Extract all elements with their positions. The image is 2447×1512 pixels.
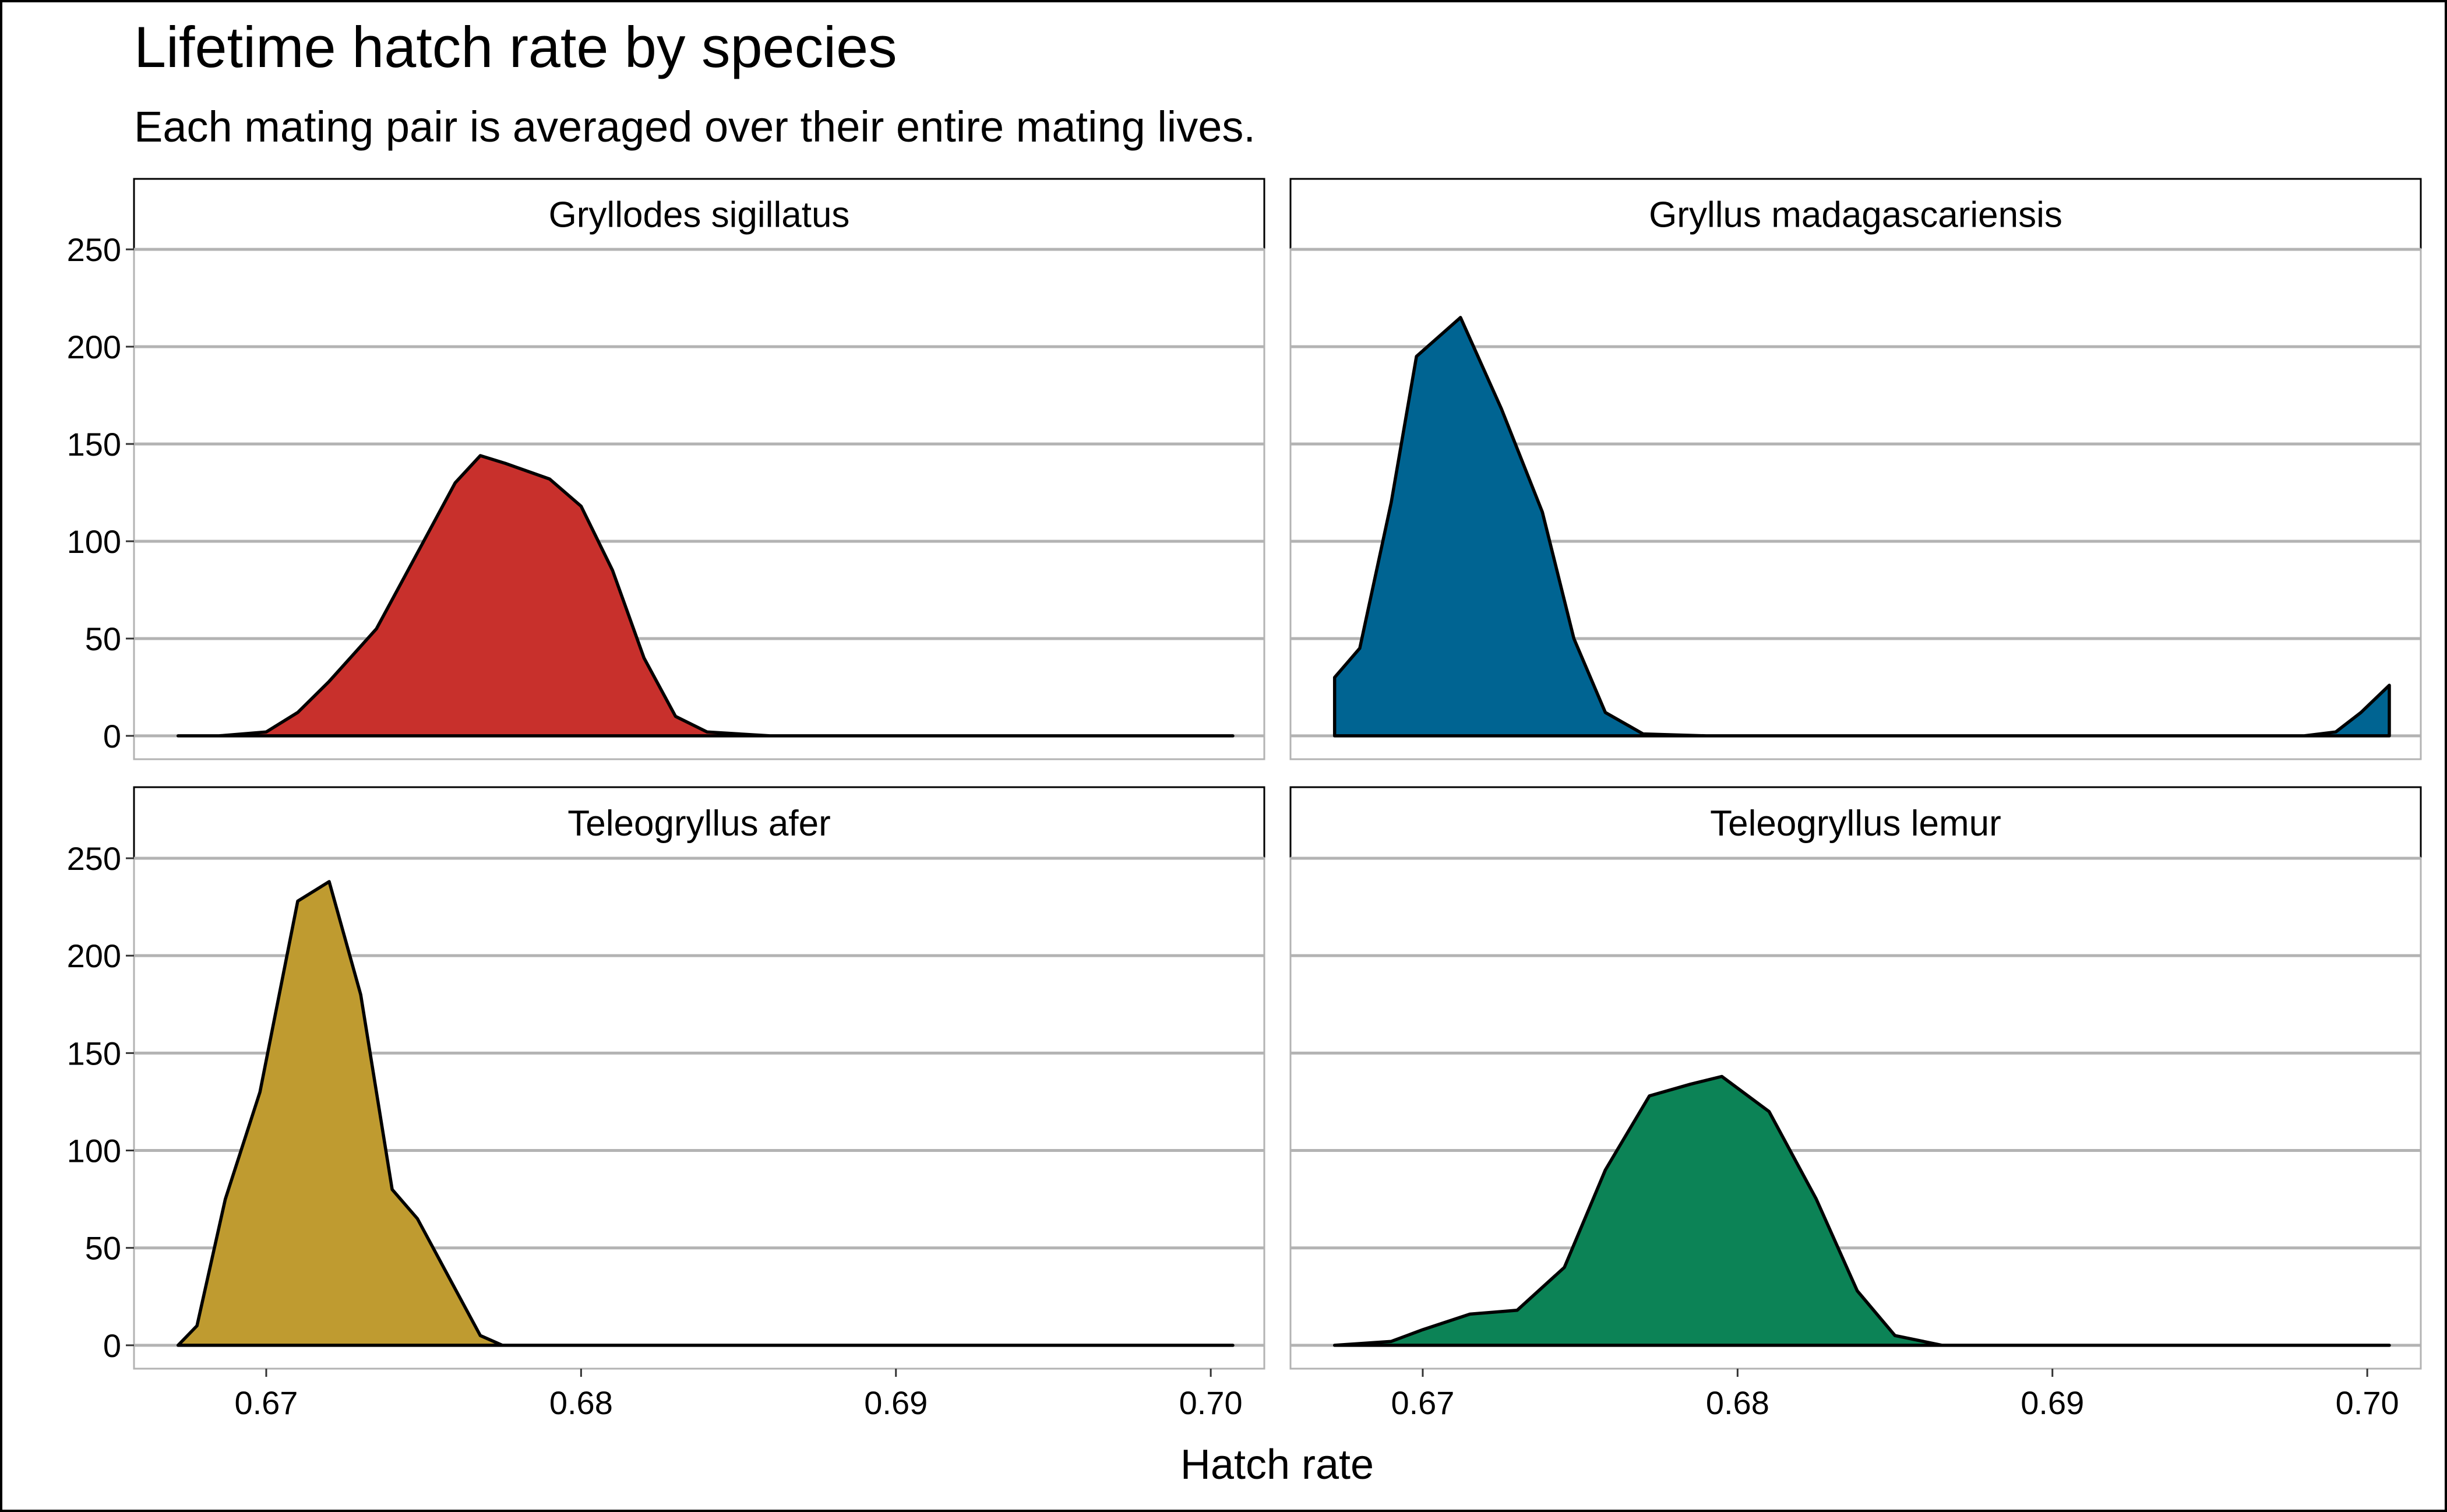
- chart-title: Lifetime hatch rate by species: [134, 15, 897, 79]
- y-tick-label-teleogryllus-afer-0: 0: [103, 1327, 121, 1364]
- x-axis-title: Hatch rate: [1180, 1441, 1374, 1488]
- y-tick-label-teleogryllus-afer-100: 100: [67, 1133, 121, 1169]
- panel-border-teleogryllus-afer: [133, 857, 1265, 1370]
- x-tick-label-teleogryllus-lemur-3: 0.70: [2336, 1384, 2399, 1421]
- panel-gryllus-madagascariensis: Gryllus madagascariensis: [1289, 178, 2422, 760]
- y-tick-label-teleogryllus-afer-150: 150: [67, 1035, 121, 1072]
- strip-teleogryllus-lemur: [1289, 786, 2422, 859]
- y-tick-label-gryllodes-sigillatus-100: 100: [67, 523, 121, 560]
- y-tick-label-gryllodes-sigillatus-250: 250: [67, 231, 121, 268]
- x-tick-label-teleogryllus-afer-2: 0.69: [864, 1384, 928, 1421]
- density-gryllodes-sigillatus: [176, 454, 1235, 738]
- x-tick-label-teleogryllus-afer-0: 0.67: [234, 1384, 298, 1421]
- panel-teleogryllus-afer: Teleogryllus afer 0 50 100 150 200 250 0.67 0.68…: [67, 786, 1265, 1421]
- y-tick-label-teleogryllus-afer-50: 50: [85, 1230, 121, 1267]
- y-tick-label-teleogryllus-afer-200: 200: [67, 937, 121, 974]
- panel-gryllodes-sigillatus: Gryllodes sigillatus 0 50 100 150 200 250: [67, 178, 1265, 760]
- density-teleogryllus-lemur: [1332, 1074, 2391, 1347]
- x-tick-label-teleogryllus-lemur-2: 0.69: [2021, 1384, 2084, 1421]
- y-tick-label-gryllodes-sigillatus-150: 150: [67, 426, 121, 463]
- strip-label-teleogryllus-lemur: Teleogryllus lemur: [1710, 803, 2001, 844]
- x-tick-label-teleogryllus-lemur-1: 0.68: [1706, 1384, 1769, 1421]
- strip-label-teleogryllus-afer: Teleogryllus afer: [567, 803, 830, 844]
- chart-subtitle: Each mating pair is averaged over their …: [134, 103, 1256, 151]
- y-tick-label-gryllodes-sigillatus-0: 0: [103, 718, 121, 755]
- density-gryllus-madagascariensis: [1332, 316, 2391, 738]
- y-tick-label-teleogryllus-afer-250: 250: [67, 840, 121, 877]
- panel-border-gryllodes-sigillatus: [133, 248, 1265, 760]
- x-tick-label-teleogryllus-afer-1: 0.68: [549, 1384, 613, 1421]
- strip-label-gryllus-madagascariensis: Gryllus madagascariensis: [1649, 195, 2062, 235]
- facet-panels: Gryllodes sigillatus050100150200250Gryll…: [67, 178, 2422, 1421]
- density-teleogryllus-afer: [176, 880, 1235, 1347]
- panel-border-teleogryllus-lemur: [1289, 857, 2422, 1370]
- panel-border-gryllus-madagascariensis: [1289, 248, 2422, 760]
- strip-label-gryllodes-sigillatus: Gryllodes sigillatus: [549, 195, 850, 235]
- x-tick-label-teleogryllus-afer-3: 0.70: [1179, 1384, 1243, 1421]
- y-tick-label-gryllodes-sigillatus-50: 50: [85, 621, 121, 657]
- y-tick-label-gryllodes-sigillatus-200: 200: [67, 329, 121, 365]
- panel-teleogryllus-lemur: Teleogryllus lemur 0.67 0.68 0.69 0.70: [1289, 786, 2422, 1421]
- x-tick-label-teleogryllus-lemur-0: 0.67: [1391, 1384, 1454, 1421]
